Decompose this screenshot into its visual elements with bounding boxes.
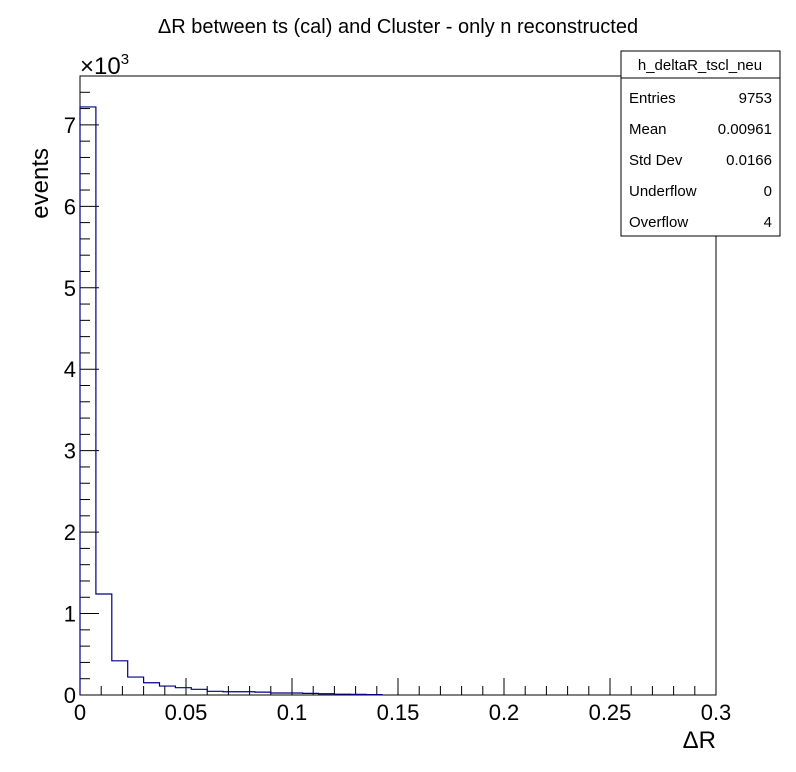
histogram-bins	[80, 107, 382, 695]
stats-row-label: Mean	[629, 121, 667, 138]
y-tick-label: 3	[64, 439, 76, 464]
stats-row-label: Std Dev	[629, 152, 683, 169]
x-tick-label: 0.3	[701, 700, 732, 725]
histogram-bin	[271, 693, 287, 695]
stats-row-value: 9753	[739, 90, 772, 107]
stats-row-label: Entries	[629, 90, 676, 107]
histogram-bin	[160, 686, 176, 695]
histogram-bin	[350, 694, 366, 695]
x-tick-label: 0.2	[489, 700, 520, 725]
x-axis-title: ΔR	[683, 727, 716, 754]
stats-row-value: 0.0166	[726, 152, 772, 169]
histogram-bin	[303, 693, 319, 695]
y-tick-label: 2	[64, 520, 76, 545]
y-tick-labels: 0 1 2 3 4 5 6 7	[64, 113, 76, 708]
x-tick-label: 0.15	[377, 700, 420, 725]
histogram-bin	[255, 692, 271, 695]
x-tick-labels: 0 0.05 0.1 0.15 0.2 0.25 0.3	[74, 700, 731, 725]
chart-title: ΔR between ts (cal) and Cluster - only n…	[158, 16, 638, 38]
y-tick-label: 0	[64, 683, 76, 708]
y-tick-label: 7	[64, 113, 76, 138]
y-multiplier: ×103	[80, 51, 129, 80]
x-tick-label: 0.05	[165, 700, 208, 725]
histogram-bin	[112, 661, 128, 695]
stats-row-label: Overflow	[629, 214, 688, 231]
stats-box-border	[620, 50, 781, 237]
y-multiplier-base: ×10	[80, 53, 121, 80]
y-multiplier-exponent: 3	[121, 51, 129, 68]
histogram-bin	[80, 107, 96, 695]
histogram-bin	[334, 694, 350, 695]
histogram-bin	[287, 693, 303, 695]
y-tick-label: 4	[64, 357, 76, 382]
histogram-bin	[128, 677, 144, 695]
stats-row-value: 0	[764, 183, 772, 200]
histogram-bin	[191, 689, 207, 695]
stats-box: h_deltaR_tscl_neu Entries 9753 Mean 0.00961…	[620, 50, 781, 237]
y-axis-title: events	[27, 148, 54, 219]
stats-row-value: 0.00961	[718, 121, 772, 138]
y-tick-label: 5	[64, 276, 76, 301]
histogram-series-line	[79, 106, 383, 696]
x-tick-label: 0.1	[277, 700, 308, 725]
histogram-bin	[207, 691, 223, 695]
histogram-bin	[223, 692, 239, 695]
stats-row-value: 4	[764, 214, 772, 231]
histogram-bin	[319, 694, 335, 695]
stats-rows: Entries 9753 Mean 0.00961 Std Dev 0.0166 Under…	[629, 90, 772, 231]
x-tick-label: 0	[74, 700, 86, 725]
histogram-bin	[96, 594, 112, 695]
stats-row-label: Underflow	[629, 183, 697, 200]
stats-histogram-name: h_deltaR_tscl_neu	[638, 57, 762, 74]
histogram-bin	[239, 692, 255, 695]
y-tick-label: 6	[64, 194, 76, 219]
x-tick-label: 0.25	[589, 700, 632, 725]
histogram-bin	[175, 688, 191, 695]
y-tick-label: 1	[64, 602, 76, 627]
histogram-bin	[144, 683, 160, 695]
